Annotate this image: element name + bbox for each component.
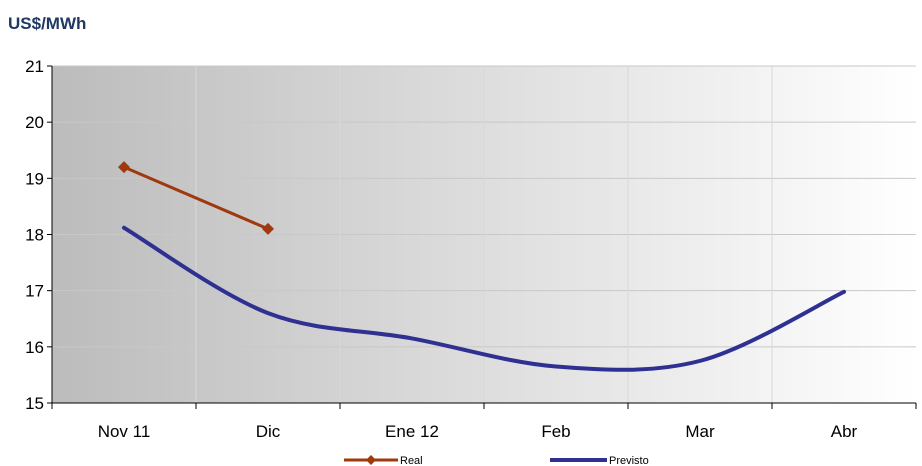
data-point-real bbox=[262, 222, 274, 235]
x-tick-label: Dic bbox=[256, 422, 281, 441]
x-tick-label: Ene 12 bbox=[385, 422, 439, 441]
y-tick-label: 21 bbox=[25, 57, 44, 76]
y-tick-label: 18 bbox=[25, 226, 44, 245]
y-tick-label: 19 bbox=[25, 169, 44, 188]
y-tick-label: 17 bbox=[25, 282, 44, 301]
legend-label-real: Real bbox=[400, 455, 423, 466]
series-layer bbox=[118, 161, 846, 372]
legend-label-previsto: Previsto bbox=[609, 455, 649, 466]
legend-marker-real bbox=[366, 455, 376, 465]
data-point-real bbox=[118, 161, 130, 174]
legend: Real Previsto bbox=[344, 455, 649, 466]
grid-lines bbox=[52, 65, 916, 403]
x-tick-label: Nov 11 bbox=[98, 422, 151, 441]
x-tick-label: Mar bbox=[685, 422, 715, 441]
series-line-previsto bbox=[122, 225, 846, 372]
y-tick-label: 16 bbox=[25, 338, 44, 357]
y-tick-label: 15 bbox=[25, 394, 44, 413]
x-tick-label: Feb bbox=[541, 422, 570, 441]
chart-title: US$/MWh bbox=[8, 14, 87, 33]
axes: 15 16 17 18 19 20 21 Nov 11 Dic Ene 12 Feb Mar Abr bbox=[25, 57, 917, 441]
x-tick-label: Abr bbox=[831, 422, 858, 441]
y-tick-label: 20 bbox=[25, 113, 44, 132]
series-line-real bbox=[122, 165, 270, 231]
